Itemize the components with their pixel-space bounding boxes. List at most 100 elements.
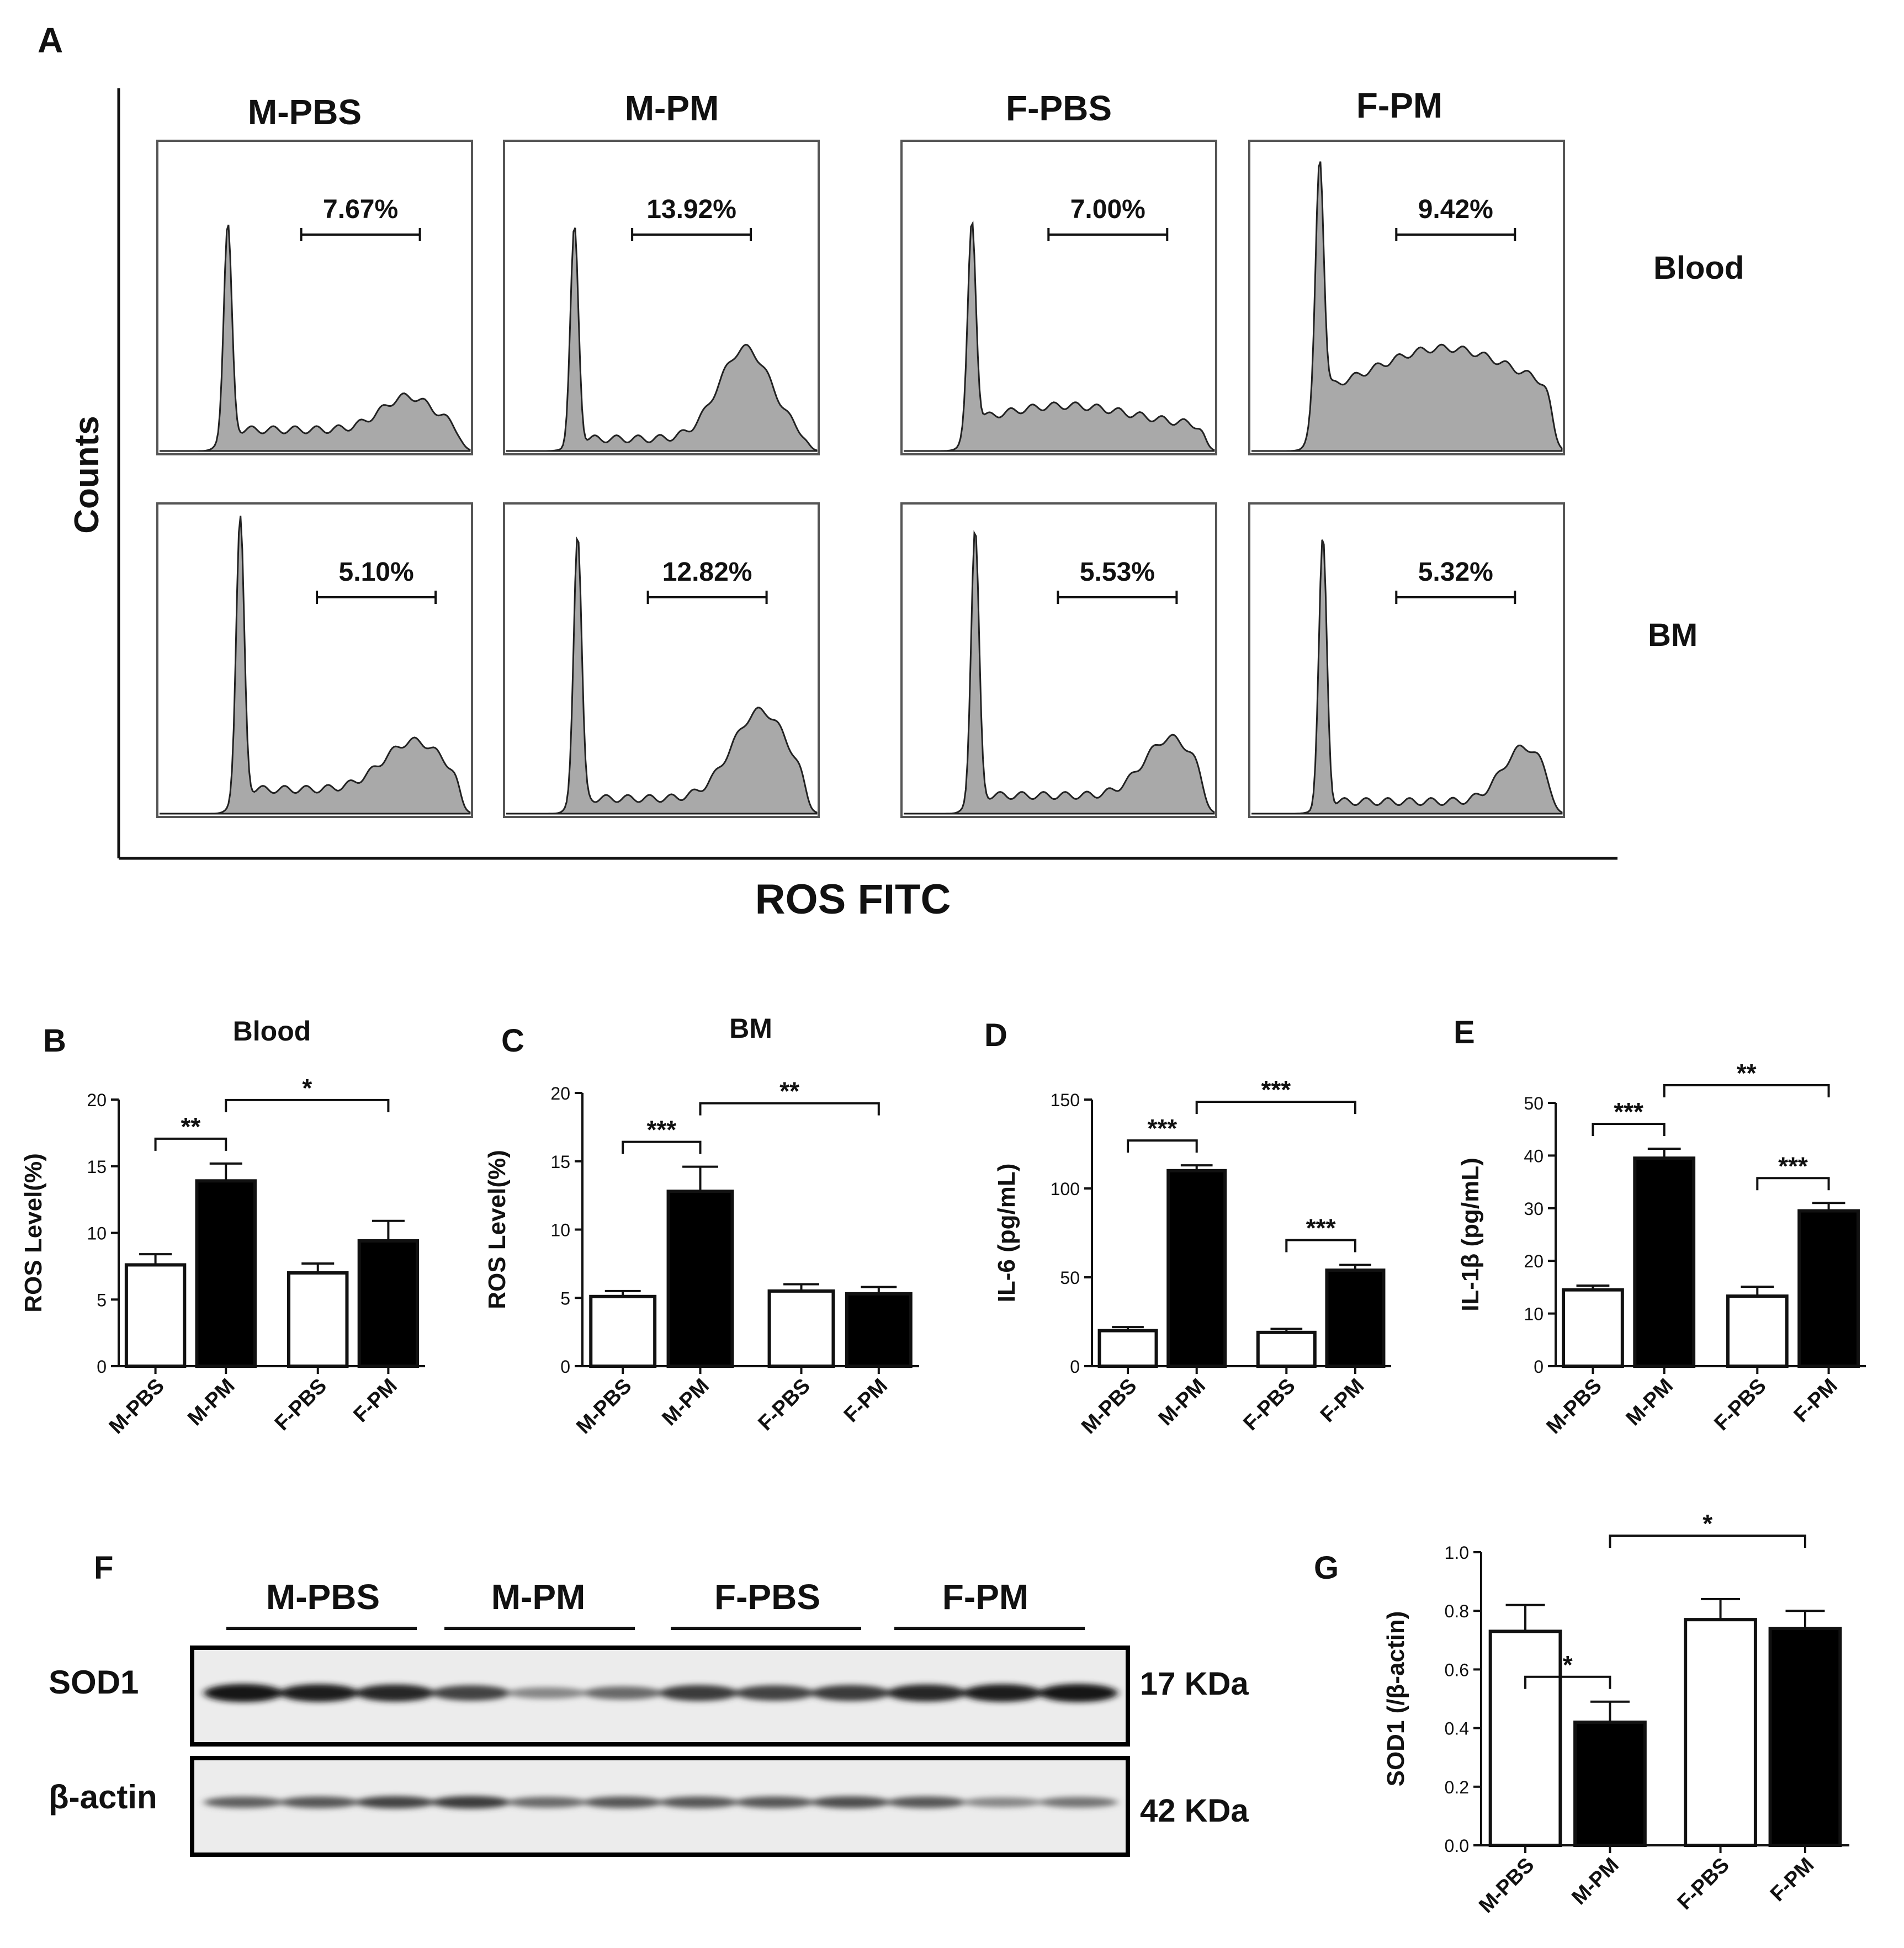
blot-band xyxy=(583,1686,662,1700)
bar-f-pm xyxy=(1797,1209,1860,1368)
bar-m-pm xyxy=(1573,1720,1647,1847)
y-tick-label: 50 xyxy=(1524,1094,1544,1113)
y-axis-label: ROS Level(%) xyxy=(484,1150,511,1309)
bar-m-pbs xyxy=(1562,1288,1624,1368)
chart-g: 0.0 0.2 0.4 0.6 0.8 1.0 SOD1 (/β-actin) M-PBS M-… xyxy=(1382,1509,1849,1918)
histogram-1-1: 12.82% xyxy=(503,502,820,818)
y-tick-label: 0.0 xyxy=(1445,1836,1469,1856)
bracket-line xyxy=(1756,1177,1830,1191)
histogram-curve xyxy=(160,516,471,815)
bracket-line xyxy=(1592,1123,1666,1136)
y-axis-label: IL-6 (pg/mL) xyxy=(993,1164,1020,1303)
bracket-line xyxy=(1524,1675,1611,1689)
blot-band xyxy=(659,1796,739,1808)
bracket-line xyxy=(1609,1534,1806,1548)
bar-f-pbs xyxy=(1256,1330,1317,1368)
significance-bracket: *** xyxy=(1592,1097,1666,1136)
panel-a: A Counts ROS FITC M-PBS M-PM F-PBS F-PM … xyxy=(38,20,1744,923)
histogram-0-2: 7.00% xyxy=(900,140,1217,455)
gate-percent: 5.10% xyxy=(339,558,414,587)
gate-percent: 7.00% xyxy=(1070,195,1145,224)
significance-bracket: ** xyxy=(699,1077,880,1116)
x-tick-label: M-PBS xyxy=(1077,1374,1141,1439)
bar-f-pm xyxy=(357,1239,420,1368)
x-tick-label: M-PBS xyxy=(1475,1854,1539,1918)
y-tick-label: 10 xyxy=(550,1220,570,1240)
x-tick-label: M-PBS xyxy=(105,1374,169,1439)
blot-label-beta-actin: β-actin xyxy=(49,1779,157,1816)
x-tick-label: F-PBS xyxy=(271,1374,331,1435)
panel-letter-a: A xyxy=(38,20,63,60)
significance-bracket: *** xyxy=(1756,1151,1830,1191)
bar-f-pbs xyxy=(1684,1618,1757,1847)
blot-band-row-1 xyxy=(204,1796,1118,1809)
panel-a-col-m-pbs: M-PBS xyxy=(248,92,362,132)
y-tick-label: 0 xyxy=(1070,1357,1080,1377)
bar-m-pm xyxy=(195,1179,257,1368)
panel-letter-c: C xyxy=(501,1023,524,1059)
bracket-line xyxy=(1663,1084,1830,1097)
blot-band xyxy=(204,1796,283,1808)
histogram-curve xyxy=(904,220,1215,452)
y-tick-label: 0.2 xyxy=(1445,1777,1469,1797)
x-tick-label: F-PM xyxy=(840,1374,892,1427)
bar-f-pbs xyxy=(767,1289,835,1368)
blot-bands xyxy=(204,1684,1118,1809)
x-tick-label: M-PM xyxy=(1567,1854,1623,1909)
gate-percent: 12.82% xyxy=(662,558,752,587)
significance-label: *** xyxy=(1148,1114,1178,1143)
y-tick-label: 0 xyxy=(1534,1357,1544,1377)
blot-label-sod1: SOD1 xyxy=(49,1664,139,1701)
chart-d: 0 50 100 150 IL-6 (pg/mL) M-PBS M-PM F-PBS F-PM *… xyxy=(993,1075,1391,1439)
histogram-1-2: 5.53% xyxy=(900,502,1217,818)
histogram-1-3: 5.32% xyxy=(1248,502,1565,818)
blot-band xyxy=(963,1797,1042,1808)
y-tick-label: 100 xyxy=(1051,1179,1080,1199)
y-tick-label: 20 xyxy=(87,1090,107,1110)
x-tick-label: M-PM xyxy=(1154,1374,1210,1430)
blot-size-17kda: 17 KDa xyxy=(1140,1666,1249,1702)
bar-f-pm xyxy=(1768,1627,1842,1848)
significance-label: * xyxy=(1703,1509,1712,1538)
bar-m-pbs xyxy=(589,1294,657,1368)
histogram-curve xyxy=(160,224,471,452)
significance-bracket: * xyxy=(225,1074,390,1112)
blot-band xyxy=(735,1796,814,1808)
significance-bracket: *** xyxy=(1127,1114,1198,1153)
chart-b: 0 5 10 15 20 ROS Level(%) Blood M-PBS M-PM F-PBS F… xyxy=(20,1016,425,1439)
blot-band xyxy=(735,1685,814,1701)
blot-band xyxy=(356,1684,435,1702)
x-tick-label: F-PBS xyxy=(1673,1854,1734,1914)
chart-title: BM xyxy=(729,1013,772,1044)
blot-band xyxy=(279,1684,359,1702)
panel-letter-d: D xyxy=(984,1017,1007,1053)
bracket-line xyxy=(1195,1101,1356,1114)
significance-bracket: *** xyxy=(1285,1213,1356,1252)
y-axis-label: IL-1β (pg/mL) xyxy=(1457,1158,1484,1312)
histogram-frame xyxy=(900,140,1217,455)
bracket-line xyxy=(1127,1139,1198,1153)
y-tick-label: 0 xyxy=(97,1357,107,1377)
bracket-line xyxy=(699,1102,880,1116)
bar-f-pm xyxy=(845,1292,913,1368)
significance-bracket: *** xyxy=(1195,1075,1356,1114)
y-tick-label: 10 xyxy=(1524,1304,1544,1324)
blot-band xyxy=(583,1796,662,1808)
significance-label: *** xyxy=(1306,1213,1336,1242)
histogram-curve xyxy=(1251,161,1563,452)
histogram-curve xyxy=(1251,539,1563,815)
y-axis-label: ROS Level(%) xyxy=(20,1153,47,1313)
significance-label: *** xyxy=(646,1116,676,1144)
blot-band xyxy=(811,1685,890,1701)
y-axis-label: SOD1 (/β-actin) xyxy=(1382,1611,1409,1787)
histogram-1-0: 5.10% xyxy=(156,502,473,818)
significance-label: *** xyxy=(1778,1151,1808,1180)
histogram-grid: 7.67% 13.92% 7.00% 9.42% 5.10% 12.82% 5.53% 5.3… xyxy=(156,140,1565,818)
y-tick-label: 0 xyxy=(560,1357,570,1377)
chart-c: 0 5 10 15 20 ROS Level(%) BM M-PBS M-PM F-PBS F-PM… xyxy=(484,1013,919,1439)
chart-title: Blood xyxy=(233,1016,311,1047)
bar-m-pbs xyxy=(1097,1329,1158,1368)
histogram-curve xyxy=(904,530,1215,815)
panel-a-col-f-pm: F-PM xyxy=(1356,86,1442,125)
x-tick-label: M-PM xyxy=(183,1374,239,1430)
